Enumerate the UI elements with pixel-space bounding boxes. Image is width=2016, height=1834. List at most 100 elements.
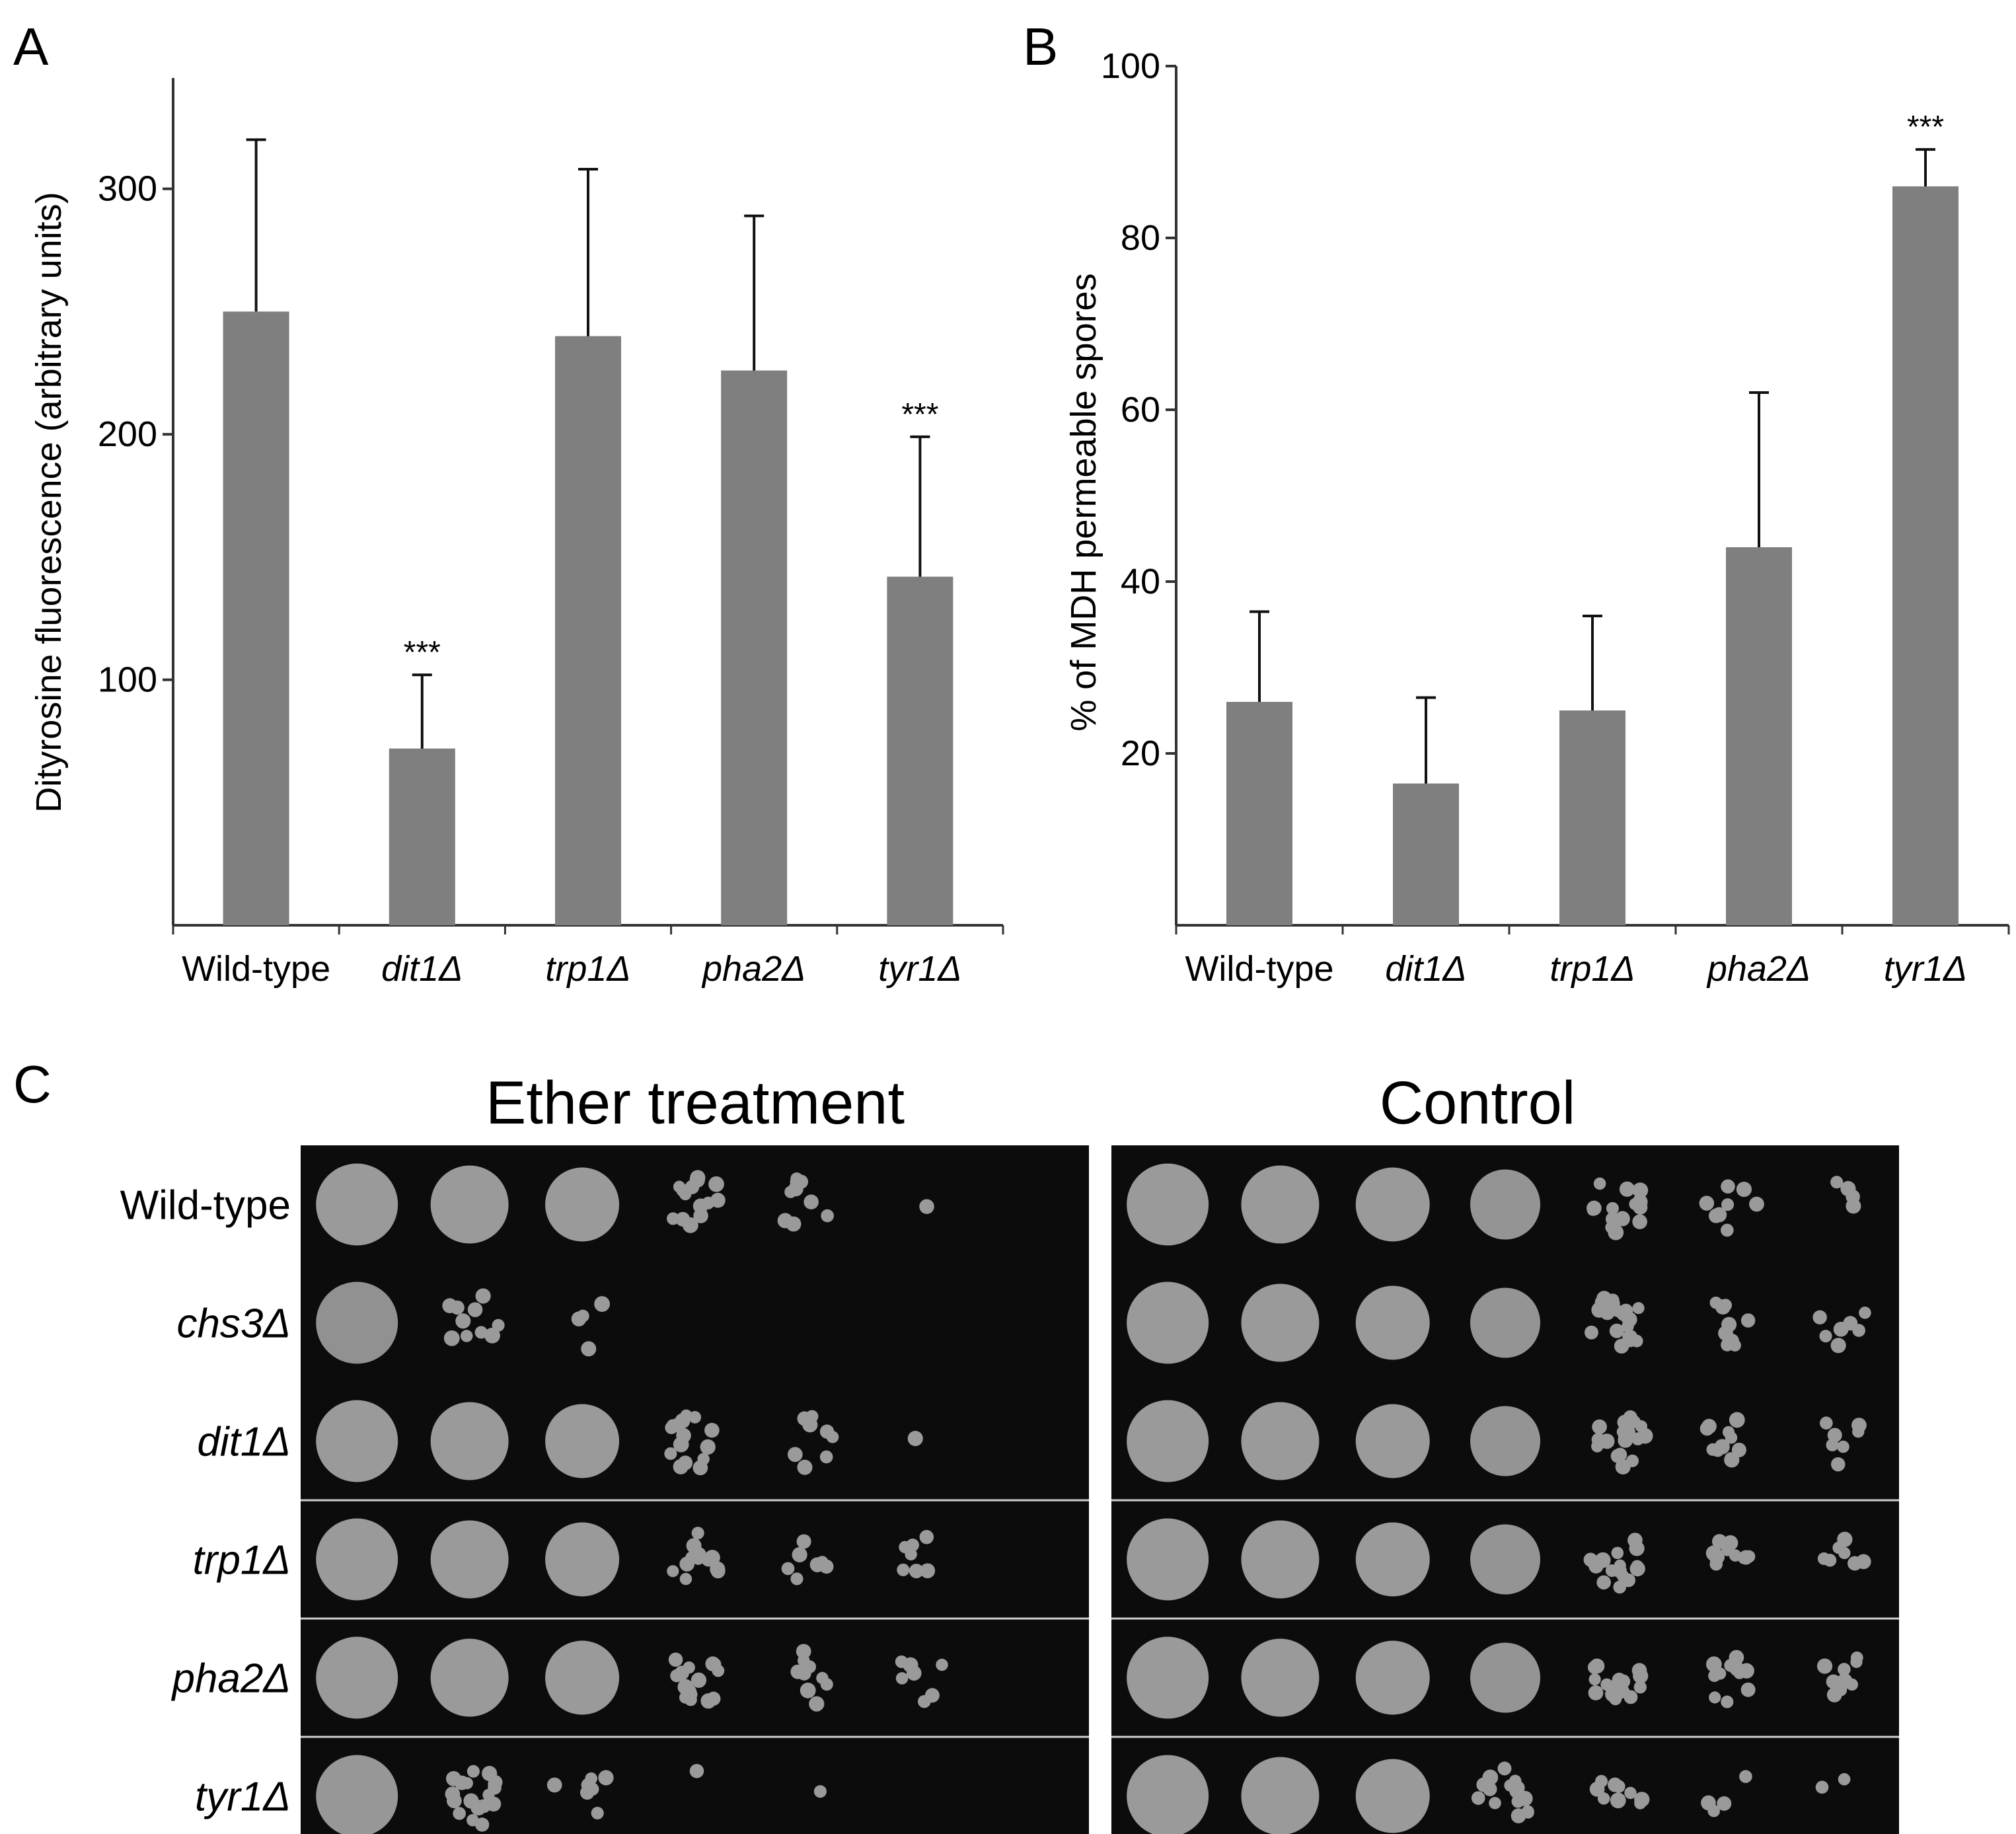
colony-spot	[316, 1755, 398, 1834]
colony	[1482, 1769, 1499, 1786]
colony	[1709, 1691, 1721, 1704]
colony	[1838, 1547, 1851, 1560]
colony	[1717, 1796, 1732, 1811]
colony	[809, 1696, 825, 1712]
colony	[1597, 1792, 1610, 1805]
colony	[1606, 1202, 1619, 1215]
colony-spot	[545, 1404, 620, 1478]
colony	[1705, 1545, 1722, 1562]
colony	[442, 1298, 458, 1313]
category-label: tyr1Δ	[878, 949, 961, 989]
colony	[1740, 1682, 1756, 1697]
colony	[1619, 1181, 1635, 1197]
colony	[1593, 1177, 1606, 1190]
colony-spot	[1470, 1524, 1540, 1595]
colony	[1590, 1660, 1604, 1674]
colony	[594, 1296, 611, 1313]
y-tick-label: 100	[98, 660, 157, 700]
colony	[675, 1211, 691, 1227]
category-label: pha2Δ	[1706, 949, 1811, 989]
colony	[477, 1799, 492, 1814]
colony	[797, 1411, 812, 1426]
colony	[1708, 1208, 1724, 1223]
colony	[1729, 1412, 1745, 1428]
colony	[691, 1672, 707, 1688]
colony	[1843, 1316, 1858, 1331]
colony	[1722, 1426, 1735, 1438]
colony	[1591, 1433, 1606, 1447]
colony	[1721, 1543, 1734, 1556]
colony	[668, 1652, 683, 1667]
colony	[1836, 1673, 1853, 1689]
colony	[492, 1318, 505, 1332]
colony	[700, 1439, 716, 1455]
colony	[1699, 1196, 1715, 1211]
colony-spot	[1127, 1755, 1209, 1834]
colony	[467, 1765, 480, 1778]
colony	[1633, 1681, 1647, 1694]
colony	[1634, 1797, 1647, 1810]
colony	[455, 1313, 471, 1329]
bar	[721, 370, 788, 925]
colony-spot	[545, 1167, 620, 1242]
y-tick-label: 20	[1121, 734, 1160, 773]
control-title: Control	[1380, 1069, 1576, 1137]
colony	[1611, 1547, 1624, 1560]
colony	[591, 1806, 604, 1819]
colony	[1815, 1780, 1829, 1794]
colony-spot	[430, 1638, 509, 1717]
colony	[1837, 1531, 1853, 1547]
colony	[1838, 1663, 1851, 1676]
colony	[1852, 1426, 1865, 1438]
colony	[1838, 1773, 1851, 1786]
y-tick-label: 300	[98, 169, 157, 209]
strain-label: pha2Δ	[170, 1656, 291, 1702]
colony	[695, 1208, 708, 1221]
colony	[1497, 1761, 1512, 1776]
colony	[790, 1572, 803, 1586]
colony	[697, 1453, 710, 1465]
panel-a-ylabel: Dityrosine fluorescence (arbitrary units…	[29, 192, 69, 812]
colony-spot	[1355, 1759, 1430, 1833]
colony	[673, 1180, 686, 1193]
colony	[446, 1793, 462, 1809]
colony-spot	[1355, 1522, 1430, 1597]
colony	[460, 1330, 473, 1342]
colony	[664, 1447, 677, 1461]
colony	[1736, 1181, 1752, 1198]
colony	[1859, 1307, 1871, 1319]
panel-a-letter: A	[13, 17, 49, 76]
colony	[1637, 1428, 1653, 1444]
colony	[1708, 1669, 1721, 1682]
colony	[784, 1186, 797, 1198]
colony	[1827, 1428, 1842, 1443]
colony	[678, 1455, 693, 1471]
colony	[689, 1172, 705, 1188]
colony	[895, 1672, 909, 1685]
colony	[1632, 1182, 1649, 1198]
colony	[1738, 1552, 1750, 1564]
colony	[1614, 1559, 1626, 1572]
colony-spot	[1127, 1163, 1209, 1246]
colony-spot	[1470, 1169, 1540, 1240]
colony	[1721, 1223, 1734, 1237]
colony	[461, 1777, 473, 1790]
colony	[1629, 1560, 1645, 1577]
colony	[1591, 1302, 1608, 1318]
colony	[1600, 1678, 1614, 1691]
colony	[707, 1658, 722, 1671]
colony	[706, 1552, 720, 1565]
y-tick-label: 60	[1121, 390, 1160, 430]
colony-spot	[430, 1520, 509, 1599]
colony	[689, 1763, 704, 1778]
colony	[1740, 1313, 1756, 1328]
colony-spot	[1355, 1167, 1430, 1242]
colony	[1721, 1198, 1735, 1211]
category-label: dit1Δ	[381, 949, 463, 989]
bar	[1559, 710, 1625, 925]
colony-spot	[1470, 1642, 1540, 1713]
colony-spot	[1241, 1638, 1320, 1717]
colony	[704, 1422, 720, 1438]
colony	[1631, 1663, 1647, 1678]
colony	[792, 1547, 807, 1563]
